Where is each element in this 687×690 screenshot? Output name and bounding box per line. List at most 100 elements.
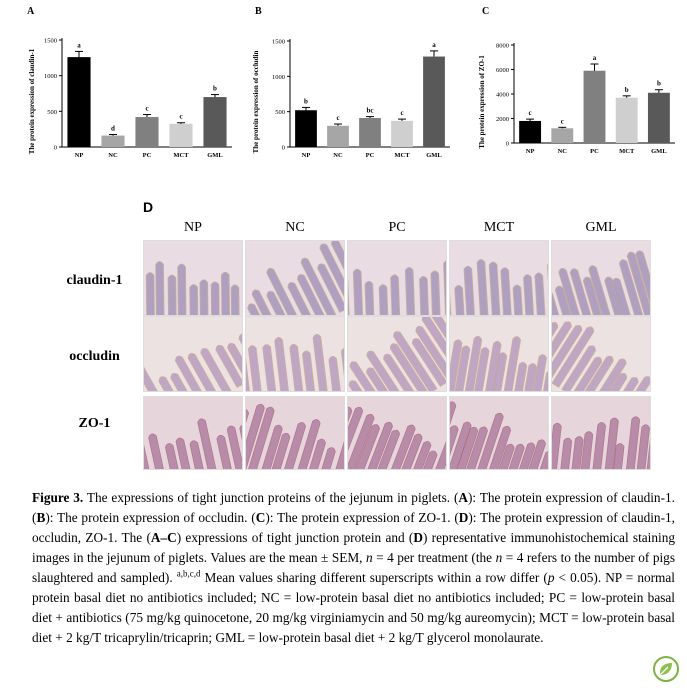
villus-shape [395, 433, 423, 469]
villus-shape [315, 447, 336, 469]
villus-shape [210, 281, 220, 315]
villus-shape [634, 424, 650, 469]
villus-shape [578, 355, 614, 391]
x-tick-label: PC [366, 152, 375, 159]
villus-shape [349, 361, 393, 391]
villus-shape [414, 450, 438, 469]
villus-shape [383, 353, 421, 391]
villus-shape [419, 275, 430, 315]
y-axis-label: The protein expression of occludin [252, 50, 260, 153]
villus-shape [488, 261, 502, 315]
significance-letter: c [561, 117, 564, 125]
leaf-badge-icon [653, 656, 679, 682]
villus-shape [348, 406, 364, 467]
villus-shape [230, 284, 240, 315]
significance-letter: c [179, 113, 182, 121]
villus-shape [158, 376, 188, 391]
bar [519, 120, 542, 143]
villus-shape [303, 438, 326, 469]
ihc-image-occludin-nc [245, 316, 345, 392]
villus-shape [327, 438, 344, 469]
x-tick-label: GML [207, 152, 223, 159]
villus-shape [558, 267, 586, 315]
villus-shape [464, 426, 488, 469]
villus-shape [247, 406, 275, 469]
column-header-pc: PC [388, 220, 406, 235]
villus-shape [570, 436, 584, 469]
villus-shape [603, 417, 619, 469]
villus-shape [604, 276, 626, 315]
villus-shape [405, 441, 432, 469]
villus-shape [589, 358, 627, 391]
x-tick-label: PC [590, 148, 599, 155]
bar [203, 97, 227, 147]
villus-shape [474, 412, 504, 469]
villus-shape [559, 437, 573, 469]
column-header-mct: MCT [483, 220, 515, 235]
villus-shape [415, 325, 446, 382]
villus-shape [596, 372, 628, 391]
x-tick-label: PC [143, 152, 152, 159]
villus-shape [148, 433, 169, 469]
villus-shape [483, 340, 502, 391]
villus-shape [512, 284, 524, 315]
villus-shape [493, 443, 515, 469]
villus-shape [215, 344, 242, 389]
y-tick-label: 1500 [272, 39, 285, 46]
x-tick-label: MCT [619, 148, 635, 155]
villus-shape [390, 274, 401, 315]
villus-shape [582, 276, 607, 315]
villus-shape [354, 424, 380, 469]
bar [101, 135, 125, 147]
significance-letter: a [593, 54, 597, 62]
villus-shape [197, 418, 219, 469]
bar-chart-occludin: B 0 500 1000 1500 The protein expression of o… [238, 0, 458, 172]
villus-shape [274, 337, 291, 391]
villus-shape [450, 339, 463, 391]
villus-shape [561, 345, 596, 391]
villus-shape [374, 429, 400, 469]
villus-shape [611, 443, 625, 469]
villus-shape [615, 376, 650, 391]
ihc-image-zo-1-mct [449, 396, 549, 470]
x-tick-label: NP [302, 152, 311, 159]
villus-shape [424, 433, 446, 469]
villus-shape [227, 342, 242, 383]
bar [391, 120, 413, 147]
villus-shape [463, 265, 476, 315]
villus-shape [220, 271, 231, 315]
villus-shape [366, 367, 402, 391]
villus-shape [450, 401, 457, 466]
villus-shape [450, 421, 472, 469]
villus-shape [312, 333, 329, 391]
villus-shape [500, 267, 513, 315]
villus-shape [145, 272, 156, 315]
villus-shape [546, 261, 548, 315]
villus-shape [421, 317, 446, 376]
bar [67, 57, 91, 148]
villus-shape [490, 352, 508, 391]
villus-shape [364, 280, 375, 315]
y-tick-label: 2000 [496, 116, 509, 123]
bar [647, 92, 670, 143]
villus-shape [501, 336, 522, 391]
villus-shape [365, 421, 393, 469]
column-header-np: NP [184, 220, 202, 235]
bar [295, 110, 317, 147]
villus-shape [348, 406, 353, 463]
villus-shape [455, 426, 479, 469]
villus-shape [302, 350, 317, 391]
significance-letter: b [213, 85, 217, 93]
bar-chart-claudin-1: A 0 500 1000 1500 The protein expression of c… [0, 0, 240, 172]
villus-shape [239, 424, 242, 469]
y-tick-label: 500 [275, 109, 285, 116]
villus-shape [618, 259, 645, 315]
significance-letter: a [432, 41, 436, 49]
y-tick-label: 4000 [496, 92, 509, 99]
villus-shape [164, 443, 183, 469]
villus-shape [552, 324, 583, 383]
villus-shape [269, 432, 291, 469]
villus-shape [521, 363, 537, 391]
significance-letter: c [336, 114, 339, 122]
villus-shape [352, 268, 364, 315]
